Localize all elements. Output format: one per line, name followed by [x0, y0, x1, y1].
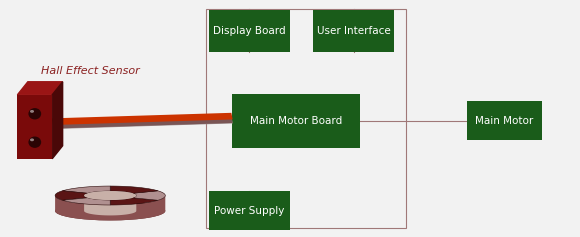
Polygon shape	[110, 186, 158, 193]
Bar	[17, 95, 52, 159]
FancyBboxPatch shape	[313, 10, 394, 52]
Polygon shape	[84, 196, 136, 215]
Polygon shape	[55, 196, 165, 220]
Polygon shape	[55, 191, 88, 200]
Text: Main Motor Board: Main Motor Board	[249, 116, 342, 126]
Text: Main Motor: Main Motor	[476, 116, 534, 126]
Bar	[206, 9, 406, 228]
Ellipse shape	[84, 191, 136, 200]
FancyBboxPatch shape	[467, 101, 542, 140]
Polygon shape	[52, 113, 233, 125]
Polygon shape	[53, 116, 233, 129]
Text: Display Board: Display Board	[213, 26, 286, 36]
FancyBboxPatch shape	[209, 10, 290, 52]
Polygon shape	[133, 191, 165, 200]
FancyBboxPatch shape	[209, 191, 290, 230]
Ellipse shape	[28, 108, 41, 119]
Ellipse shape	[55, 201, 165, 220]
Ellipse shape	[28, 137, 41, 148]
Text: Hall Effect Sensor: Hall Effect Sensor	[41, 66, 139, 76]
Text: User Interface: User Interface	[317, 26, 391, 36]
Ellipse shape	[30, 110, 34, 113]
Polygon shape	[63, 186, 110, 193]
Polygon shape	[53, 116, 233, 128]
Polygon shape	[17, 82, 63, 95]
Polygon shape	[52, 82, 63, 159]
Text: Power Supply: Power Supply	[214, 206, 285, 216]
FancyBboxPatch shape	[232, 94, 360, 148]
Ellipse shape	[30, 138, 34, 141]
Polygon shape	[110, 198, 158, 205]
Polygon shape	[63, 198, 110, 205]
